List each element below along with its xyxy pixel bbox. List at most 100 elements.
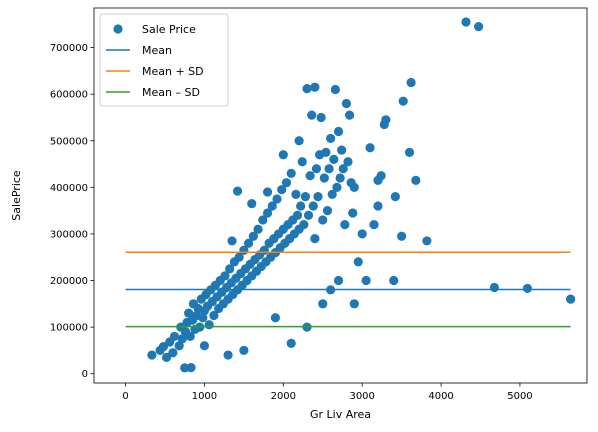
data-point (286, 168, 296, 178)
data-point (232, 186, 243, 196)
data-point (198, 313, 208, 323)
data-point (333, 275, 344, 286)
data-point (474, 22, 484, 32)
data-point (321, 147, 331, 158)
data-point (318, 215, 328, 225)
data-point (247, 199, 257, 209)
data-point (248, 231, 258, 241)
data-point (305, 171, 315, 181)
data-point (316, 112, 326, 123)
data-point (270, 313, 281, 323)
data-point (349, 299, 359, 309)
data-point (158, 342, 169, 352)
data-point (397, 231, 407, 241)
x-axis: 0 1000 2000 3000 4000 5000 (122, 383, 533, 402)
data-point (406, 77, 416, 88)
data-point (398, 96, 408, 106)
x-tick-label: 4000 (428, 391, 453, 402)
data-point (319, 173, 329, 183)
data-point (332, 182, 342, 192)
data-point (326, 133, 336, 144)
data-point (349, 182, 359, 192)
data-point (335, 173, 345, 183)
data-point (333, 126, 344, 137)
x-tick-label: 5000 (507, 391, 532, 402)
data-point (489, 282, 499, 293)
y-tick-label: 600000 (50, 90, 88, 101)
data-point (278, 150, 288, 160)
data-point (318, 299, 328, 309)
data-point (204, 320, 214, 330)
data-point (209, 310, 219, 321)
y-tick-label: 0 (82, 369, 88, 380)
x-axis-label: Gr Liv Area (310, 408, 371, 421)
data-point (357, 229, 367, 239)
data-point (244, 238, 254, 248)
data-point (310, 233, 320, 244)
data-point (340, 220, 350, 230)
data-point (299, 220, 309, 230)
legend-box (99, 13, 229, 107)
data-point (262, 187, 273, 197)
data-point (300, 192, 310, 202)
data-point (186, 363, 196, 373)
lines-layer (125, 251, 571, 328)
data-point (303, 210, 314, 220)
data-point (272, 194, 282, 204)
data-point (376, 171, 386, 181)
legend-label: Mean + SD (142, 65, 204, 78)
data-point (307, 110, 317, 120)
data-point (565, 294, 576, 304)
data-point (330, 84, 340, 95)
data-point (313, 192, 323, 202)
data-point (365, 143, 375, 153)
legend-label: Mean (142, 44, 172, 57)
data-point (234, 252, 244, 262)
data-point (147, 350, 157, 360)
data-point (373, 201, 383, 211)
x-tick-label: 0 (122, 391, 128, 402)
data-point (262, 208, 273, 218)
data-point (199, 341, 210, 351)
data-point (185, 331, 195, 342)
legend: Sale Price Mean Mean + SD Mean – SD (99, 13, 229, 107)
data-point (277, 185, 287, 195)
data-point (343, 157, 353, 167)
data-point (329, 154, 339, 164)
data-point (184, 308, 194, 318)
data-point (322, 206, 333, 216)
y-axis-label: SalePrice (10, 170, 23, 221)
data-point (411, 175, 421, 185)
y-tick-label: 500000 (50, 136, 88, 147)
data-point (225, 264, 235, 274)
data-point (461, 17, 471, 27)
x-tick-label: 2000 (271, 391, 296, 402)
y-tick-label: 300000 (50, 229, 88, 240)
data-point (324, 164, 334, 174)
data-point (422, 236, 432, 246)
data-point (361, 275, 371, 286)
y-axis: 0 100000 200000 300000 400000 500000 600000 700… (50, 43, 94, 380)
data-point (302, 83, 312, 94)
data-point (294, 136, 304, 146)
data-point (344, 110, 355, 120)
data-point (327, 189, 337, 199)
data-point (161, 352, 172, 362)
data-point (337, 145, 347, 155)
data-point (308, 201, 318, 211)
data-point (258, 215, 268, 225)
data-point (341, 98, 352, 109)
data-point (267, 201, 277, 211)
y-tick-label: 100000 (50, 323, 88, 334)
data-point (239, 345, 249, 355)
data-point (381, 115, 391, 125)
x-tick-label: 3000 (349, 391, 374, 402)
data-point (227, 236, 237, 246)
data-point (311, 164, 322, 174)
y-tick-label: 400000 (50, 183, 88, 194)
legend-marker (113, 24, 123, 34)
data-point (253, 224, 263, 234)
data-point (389, 275, 399, 286)
data-point (404, 147, 415, 158)
